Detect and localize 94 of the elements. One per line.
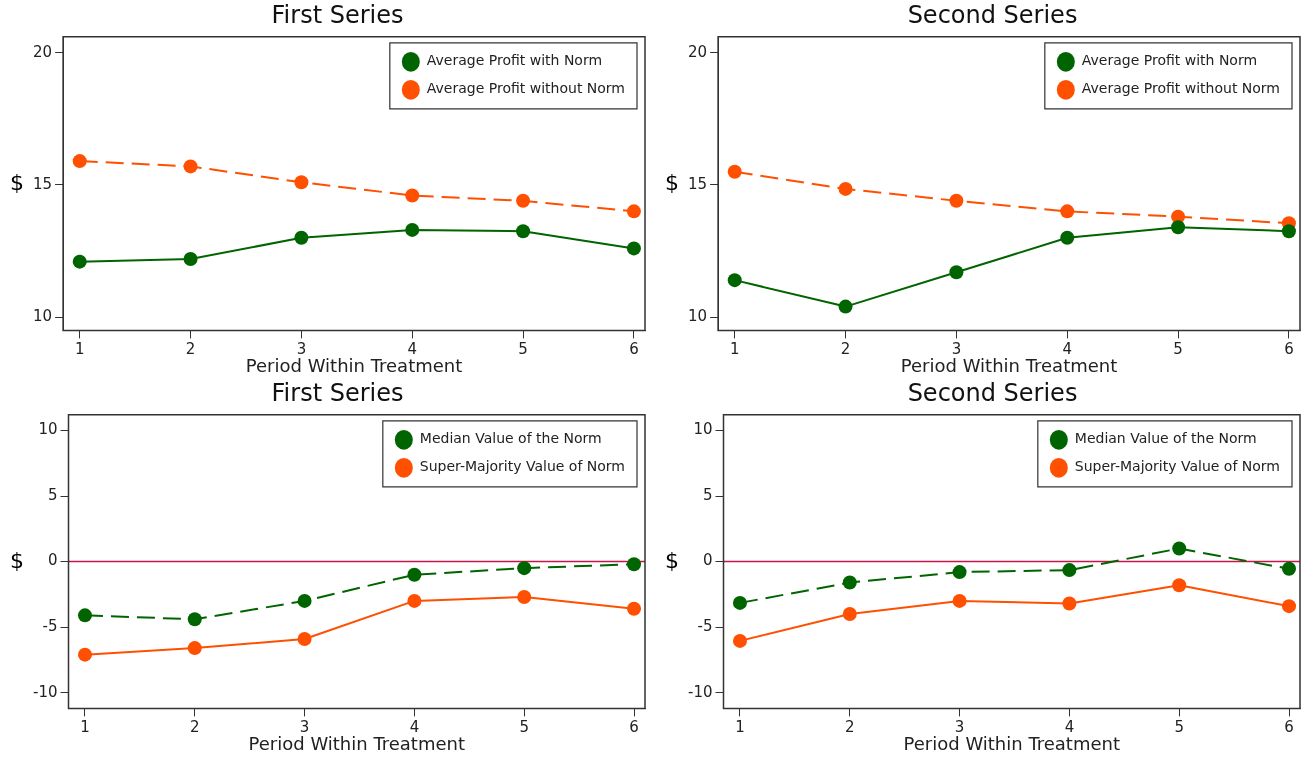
point — [842, 607, 857, 622]
point — [727, 273, 742, 288]
y-axis-title: $ — [665, 547, 679, 573]
point — [1281, 224, 1296, 239]
point — [294, 175, 309, 190]
point — [405, 222, 420, 237]
y-tick-label: 0 — [702, 551, 713, 570]
x-tick-label: 5 — [519, 718, 529, 737]
x-tick-label: 6 — [629, 718, 639, 737]
y-tick-label: 20 — [32, 42, 53, 61]
point — [517, 561, 532, 576]
point — [517, 589, 532, 604]
y-tick-label: -10 — [33, 682, 58, 701]
y-tick-label: 10 — [687, 307, 708, 326]
y-tick-label: 10 — [32, 307, 53, 326]
y-tick-label: 0 — [47, 551, 58, 570]
point — [516, 224, 531, 239]
legend-label: Average Profit with Norm — [426, 52, 603, 69]
legend-label: Average Profit with Norm — [1081, 52, 1258, 69]
point — [627, 601, 642, 616]
x-tick-label: 1 — [74, 340, 85, 359]
point — [1282, 561, 1297, 576]
y-tick-label: 15 — [32, 174, 53, 193]
x-tick-label: 2 — [840, 340, 851, 359]
chart-title: First Series — [271, 0, 404, 29]
x-tick-label: 6 — [1284, 340, 1294, 359]
point — [187, 612, 202, 627]
point — [294, 230, 309, 245]
x-tick-label: 6 — [1284, 718, 1294, 737]
point — [1060, 204, 1075, 219]
x-tick-label: 1 — [735, 718, 745, 737]
point — [187, 641, 202, 656]
point — [72, 254, 87, 269]
point — [297, 631, 312, 646]
point — [407, 593, 422, 608]
point — [626, 204, 641, 219]
y-tick-label: 10 — [693, 420, 713, 439]
point — [627, 557, 642, 572]
y-tick-label: -5 — [42, 617, 58, 636]
point — [516, 193, 531, 208]
y-tick-label: 5 — [702, 485, 713, 504]
y-tick-label: -5 — [697, 617, 713, 636]
point — [407, 567, 422, 582]
x-tick-label: 2 — [190, 718, 200, 737]
y-tick-label: 5 — [47, 485, 58, 504]
point — [77, 647, 92, 662]
chart-title: First Series — [271, 378, 404, 407]
point — [1062, 563, 1077, 578]
point — [732, 633, 747, 648]
point — [626, 241, 641, 256]
legend-label: Average Profit without Norm — [426, 80, 626, 97]
point — [1171, 220, 1186, 235]
point — [949, 265, 964, 280]
y-axis-title: $ — [10, 547, 24, 573]
x-tick-label: 2 — [845, 718, 855, 737]
point — [77, 608, 92, 623]
chart-title: Second Series — [907, 0, 1078, 29]
legend-label: Average Profit without Norm — [1081, 80, 1281, 97]
point — [1282, 599, 1297, 614]
y-tick-label: 20 — [687, 42, 708, 61]
point — [838, 299, 853, 314]
x-tick-label: 5 — [518, 340, 528, 359]
point — [952, 565, 967, 580]
y-tick-label: -10 — [688, 682, 713, 701]
point — [952, 593, 967, 608]
point — [183, 159, 198, 174]
point — [732, 595, 747, 610]
legend-label: Median Value of the Norm — [419, 430, 602, 447]
y-tick-label: 15 — [687, 174, 708, 193]
point — [842, 575, 857, 590]
x-tick-label: 6 — [629, 340, 639, 359]
x-tick-label: 5 — [1173, 340, 1183, 359]
x-tick-label: 1 — [80, 718, 90, 737]
point — [72, 154, 87, 169]
chart-title: Second Series — [907, 378, 1078, 407]
y-tick-label: 10 — [38, 420, 58, 439]
y-axis-title: $ — [10, 169, 24, 195]
point — [183, 251, 198, 266]
point — [727, 164, 742, 179]
point — [1062, 596, 1077, 611]
legend-label: Median Value of the Norm — [1074, 430, 1257, 447]
point — [1172, 541, 1187, 556]
point — [1060, 230, 1075, 245]
point — [1172, 578, 1187, 593]
legend-label: Super-Majority Value of Norm — [1074, 458, 1281, 475]
x-tick-label: 2 — [185, 340, 196, 359]
point — [949, 193, 964, 208]
x-tick-label: 5 — [1174, 718, 1184, 737]
x-tick-label: 1 — [729, 340, 740, 359]
point — [297, 593, 312, 608]
point — [405, 188, 420, 203]
y-axis-title: $ — [665, 169, 679, 195]
point — [838, 181, 853, 196]
legend-label: Super-Majority Value of Norm — [419, 458, 626, 475]
